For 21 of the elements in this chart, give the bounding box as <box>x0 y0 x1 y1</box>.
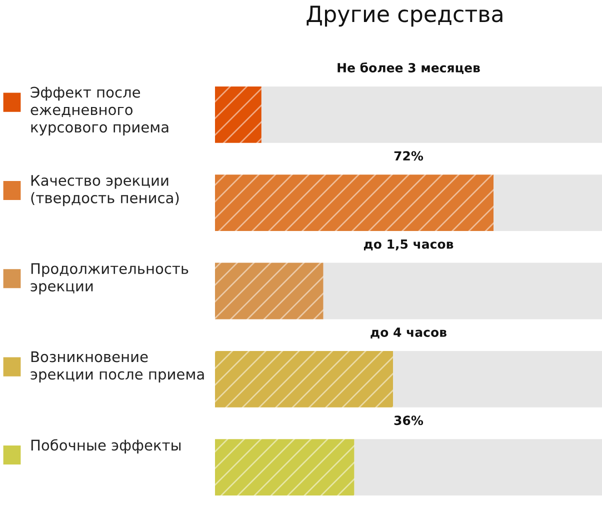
annotation: до 1,5 часов <box>364 239 454 250</box>
bar <box>215 439 354 496</box>
bar <box>215 350 394 408</box>
bar <box>261 86 602 143</box>
bar <box>393 350 602 408</box>
bar <box>215 262 324 320</box>
annotation: 36% <box>394 416 424 426</box>
bar <box>323 262 602 320</box>
bar <box>215 86 262 143</box>
bar <box>494 174 602 232</box>
annotation: Не более 3 месяцев <box>338 62 480 74</box>
y-tick-label: Эффект после ежедневного курсового приема <box>30 86 168 136</box>
y-tick-label: Возникновение эрекции после приема <box>30 351 204 382</box>
bar <box>215 174 494 232</box>
annotation: до 4 часов <box>370 328 446 338</box>
annotation: 72% <box>394 151 424 161</box>
bar <box>354 439 602 496</box>
y-tick-label: Качество эрекции (твердость пениса) <box>31 175 179 206</box>
chart-title: Другие средства <box>306 6 502 27</box>
y-tick-label: Продолжительность эрекции <box>30 263 188 294</box>
y-tick-label: Побочные эффекты <box>31 439 181 454</box>
